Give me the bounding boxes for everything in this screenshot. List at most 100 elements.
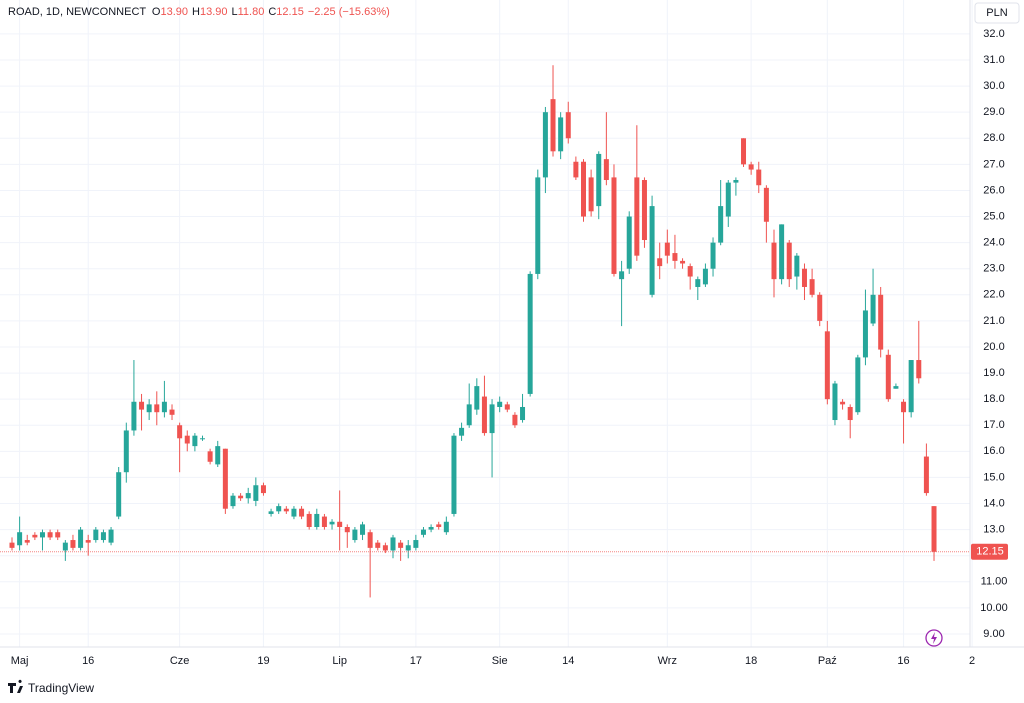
candles-layer bbox=[0, 65, 970, 598]
candle-body bbox=[603, 159, 609, 181]
y-tick-label: 23.0 bbox=[983, 263, 1004, 275]
candle-body bbox=[230, 495, 236, 507]
candle-body bbox=[9, 542, 15, 548]
candle-body bbox=[786, 242, 792, 280]
candle-body bbox=[367, 532, 373, 548]
candle-body bbox=[443, 521, 449, 533]
y-tick-label: 15.0 bbox=[983, 471, 1004, 483]
candle-body bbox=[824, 331, 830, 400]
x-tick-label: 2 bbox=[969, 655, 975, 667]
candle-body bbox=[573, 161, 579, 178]
candle-body bbox=[321, 516, 327, 527]
candle-body bbox=[817, 294, 823, 321]
candle-body bbox=[466, 404, 472, 426]
candle-body bbox=[634, 177, 640, 256]
legend-key: H bbox=[192, 6, 200, 18]
candle-body bbox=[268, 511, 274, 514]
candle-body bbox=[93, 529, 99, 541]
candle-body bbox=[535, 177, 541, 274]
candle-body bbox=[39, 532, 45, 538]
candle-body bbox=[763, 187, 769, 222]
candle-body bbox=[855, 357, 861, 413]
y-tick-label: 32.0 bbox=[983, 28, 1004, 40]
candle-body bbox=[542, 112, 548, 178]
candle-body bbox=[710, 242, 716, 269]
candle-body bbox=[314, 513, 320, 527]
candle-body bbox=[680, 260, 686, 264]
candle-body bbox=[428, 526, 434, 530]
legend-key: O bbox=[152, 6, 161, 18]
x-tick-label: 14 bbox=[562, 655, 574, 667]
candle-body bbox=[794, 255, 800, 277]
candle-body bbox=[702, 268, 708, 285]
candle-body bbox=[481, 396, 487, 434]
last-price-label: 12.15 bbox=[976, 546, 1004, 558]
x-tick-label: 17 bbox=[410, 655, 422, 667]
y-tick-label: 29.0 bbox=[983, 106, 1004, 118]
candle-body bbox=[291, 508, 297, 517]
candle-body bbox=[161, 401, 167, 413]
candle-body bbox=[626, 216, 632, 269]
candle-body bbox=[207, 451, 213, 462]
candle-body bbox=[108, 529, 114, 543]
currency[interactable]: PLN bbox=[986, 7, 1007, 19]
x-tick-label: 16 bbox=[82, 655, 94, 667]
candle-body bbox=[893, 386, 899, 389]
candle-body bbox=[405, 545, 411, 551]
candle-body bbox=[619, 271, 625, 280]
candle-body bbox=[840, 401, 846, 405]
candle-body bbox=[718, 206, 724, 243]
candle-body bbox=[756, 169, 762, 186]
candle-body bbox=[47, 532, 53, 538]
candle-body bbox=[771, 242, 777, 280]
currency-button[interactable] bbox=[974, 2, 1020, 24]
candle-body bbox=[809, 279, 815, 295]
y-tick-label: 9.00 bbox=[983, 628, 1004, 640]
candle-body bbox=[62, 542, 68, 551]
candle-body bbox=[24, 540, 30, 543]
candle-body bbox=[641, 180, 647, 241]
y-tick-label: 20.0 bbox=[983, 341, 1004, 353]
candle-body bbox=[687, 266, 693, 277]
candle-body bbox=[748, 164, 754, 170]
candle-body bbox=[78, 529, 84, 548]
candle-body bbox=[146, 404, 152, 413]
candle-body bbox=[169, 409, 175, 415]
candle-body bbox=[222, 448, 228, 509]
candle-body bbox=[299, 508, 305, 517]
candle-body bbox=[497, 401, 503, 407]
candle-body bbox=[329, 521, 335, 525]
candle-body bbox=[337, 521, 343, 527]
candle-body bbox=[832, 383, 838, 421]
candle-body bbox=[916, 360, 922, 379]
y-tick-label: 11.00 bbox=[981, 576, 1008, 588]
legend-value: 13.90 bbox=[200, 6, 228, 18]
candle-body bbox=[581, 161, 586, 217]
candle-body bbox=[923, 456, 929, 494]
y-tick-label: 28.0 bbox=[983, 132, 1004, 144]
candle-body bbox=[588, 177, 594, 212]
y-tick-label: 13.0 bbox=[983, 524, 1004, 536]
y-tick-label: 21.0 bbox=[983, 315, 1004, 327]
candle-body bbox=[695, 279, 701, 287]
candle-body bbox=[177, 425, 183, 439]
candle-body bbox=[253, 485, 259, 501]
candle-body bbox=[238, 495, 244, 499]
y-tick-label: 26.0 bbox=[983, 184, 1004, 196]
candle-body bbox=[413, 540, 419, 548]
y-tick-label: 30.0 bbox=[983, 80, 1004, 92]
lightning-icon bbox=[931, 632, 937, 644]
candle-body bbox=[885, 354, 891, 400]
candle-body bbox=[649, 206, 655, 295]
last-price-tag bbox=[971, 543, 1008, 560]
candle-body bbox=[260, 485, 266, 494]
candle-body bbox=[306, 513, 312, 527]
candle-body bbox=[352, 529, 358, 541]
candle-body bbox=[862, 310, 868, 358]
candle-body bbox=[436, 524, 442, 527]
candle-body bbox=[558, 117, 564, 152]
candle-body bbox=[931, 506, 937, 552]
